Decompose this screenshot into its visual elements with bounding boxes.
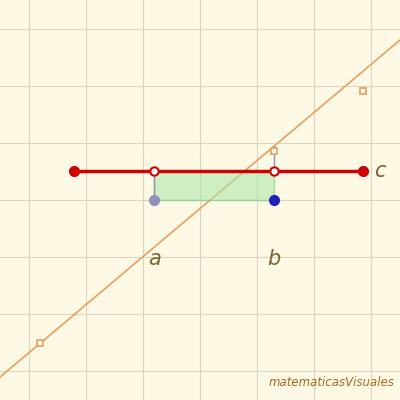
Text: c: c (374, 162, 386, 182)
Bar (154, 172, 274, 200)
Text: matematicasVisuales: matematicasVisuales (268, 376, 394, 388)
Text: a: a (148, 248, 161, 268)
Text: b: b (268, 248, 281, 268)
